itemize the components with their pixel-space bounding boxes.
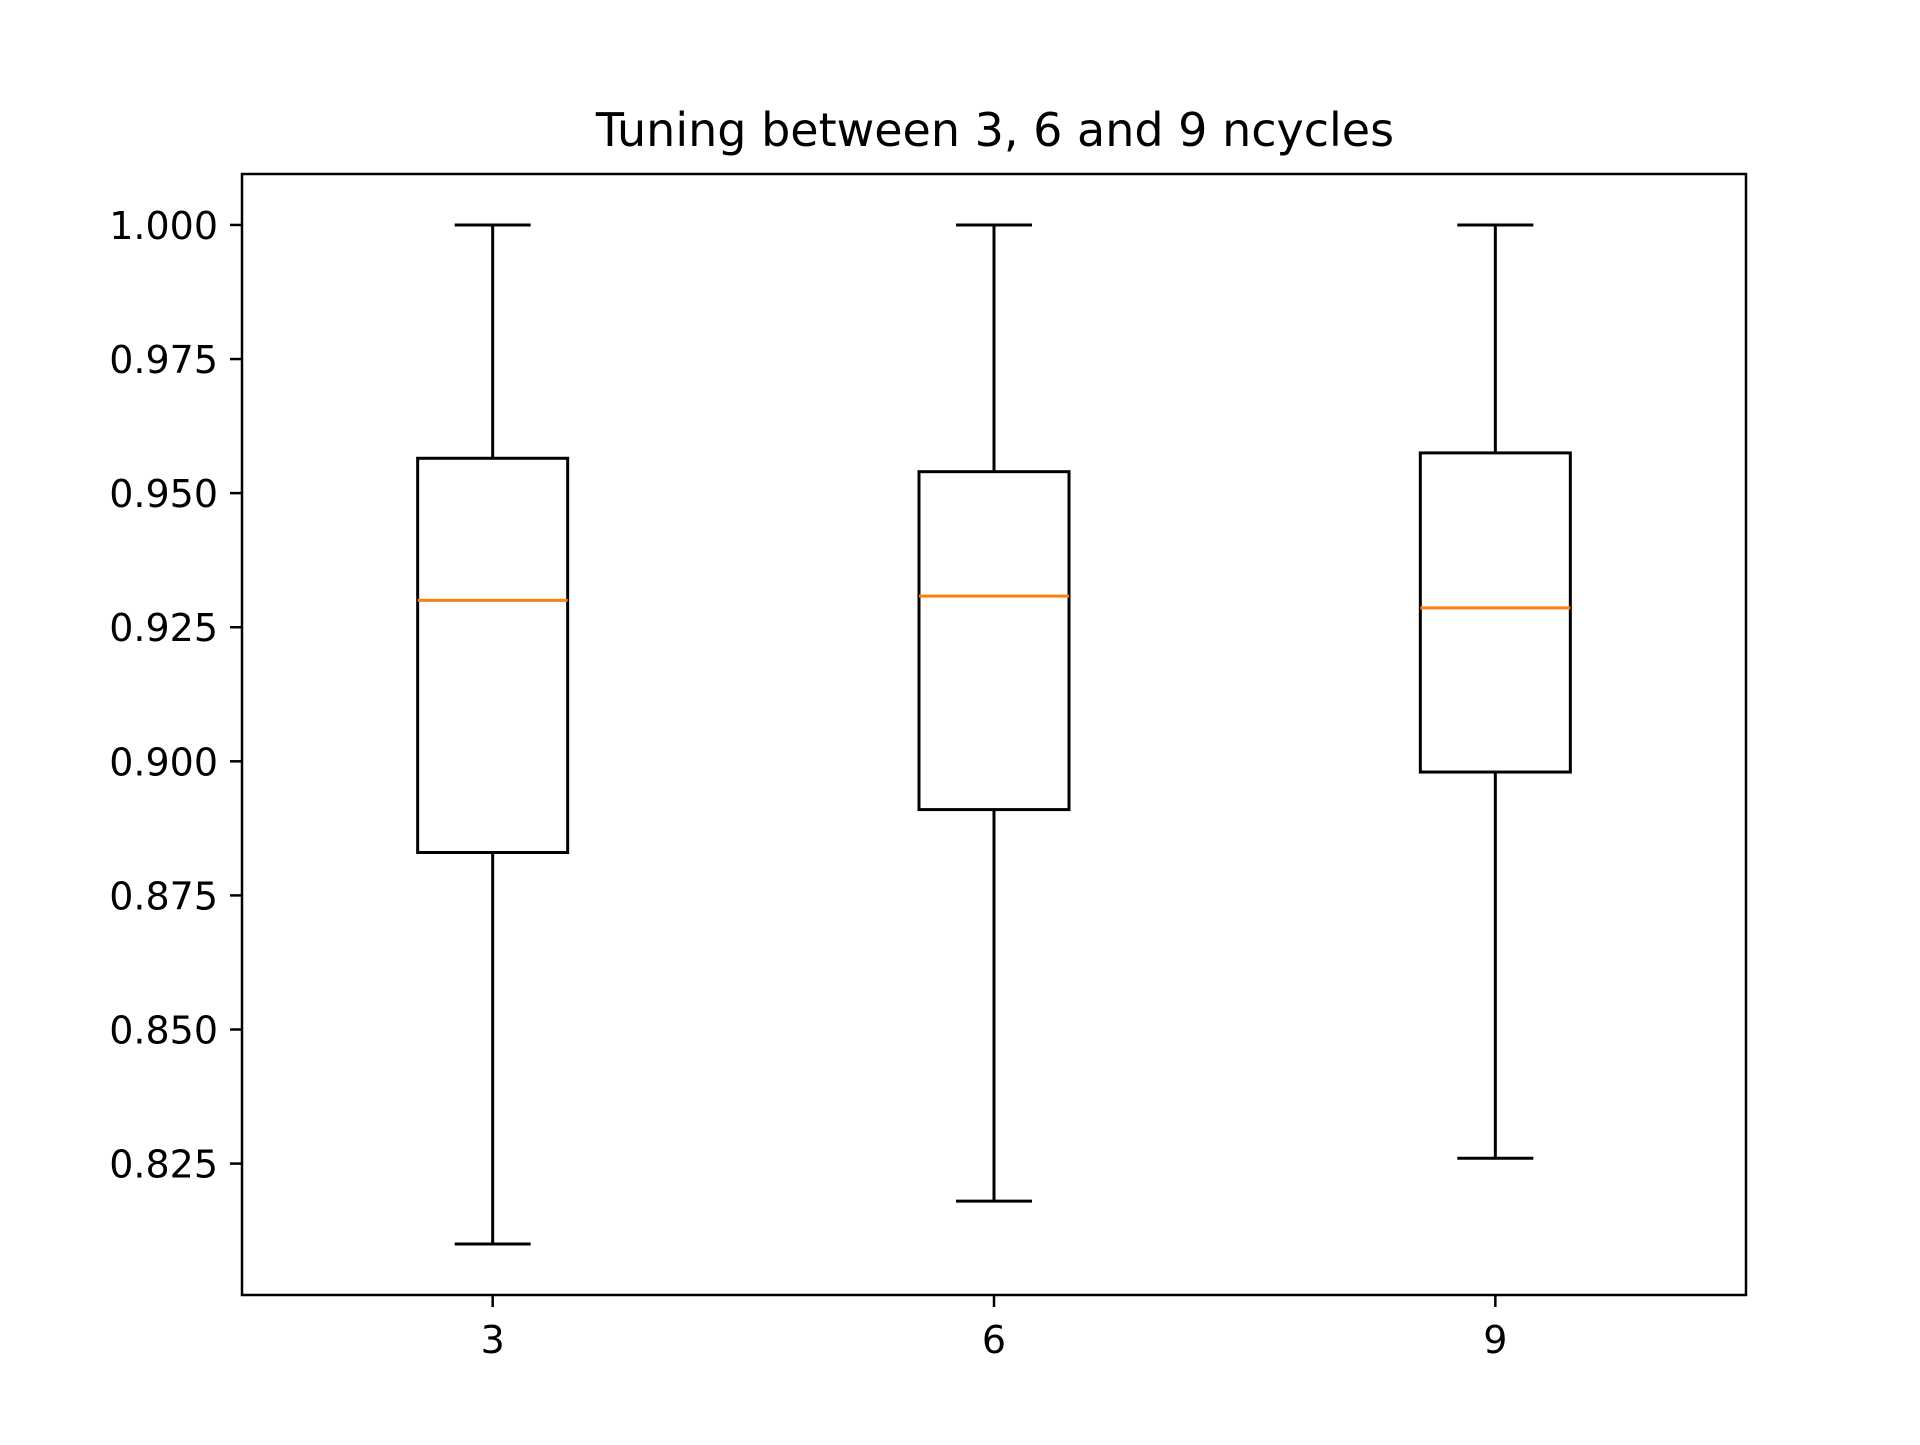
y-tick-label: 0.900	[109, 740, 218, 784]
y-tick-label: 0.950	[109, 472, 218, 516]
plot-area: 0.825 0.850 0.875 0.900 0.925 0.950 0.975 1.000…	[109, 204, 1572, 1362]
y-tick-label: 0.975	[109, 338, 218, 382]
y-tick-label: 0.925	[109, 606, 218, 650]
x-tick-label: 9	[1483, 1318, 1507, 1362]
y-tick-label: 0.875	[109, 874, 218, 918]
chart-title: Tuning between 3, 6 and 9 ncycles	[595, 103, 1394, 157]
box-body	[1418, 451, 1572, 774]
y-tick-label: 1.000	[109, 204, 218, 248]
x-tick-label: 6	[982, 1318, 1006, 1362]
axes-frame	[240, 172, 1748, 1297]
box-body	[917, 470, 1071, 812]
box-body	[416, 456, 570, 854]
x-tick-label: 3	[481, 1318, 505, 1362]
y-tick-label: 0.825	[109, 1143, 218, 1187]
y-tick-label: 0.850	[109, 1009, 218, 1053]
